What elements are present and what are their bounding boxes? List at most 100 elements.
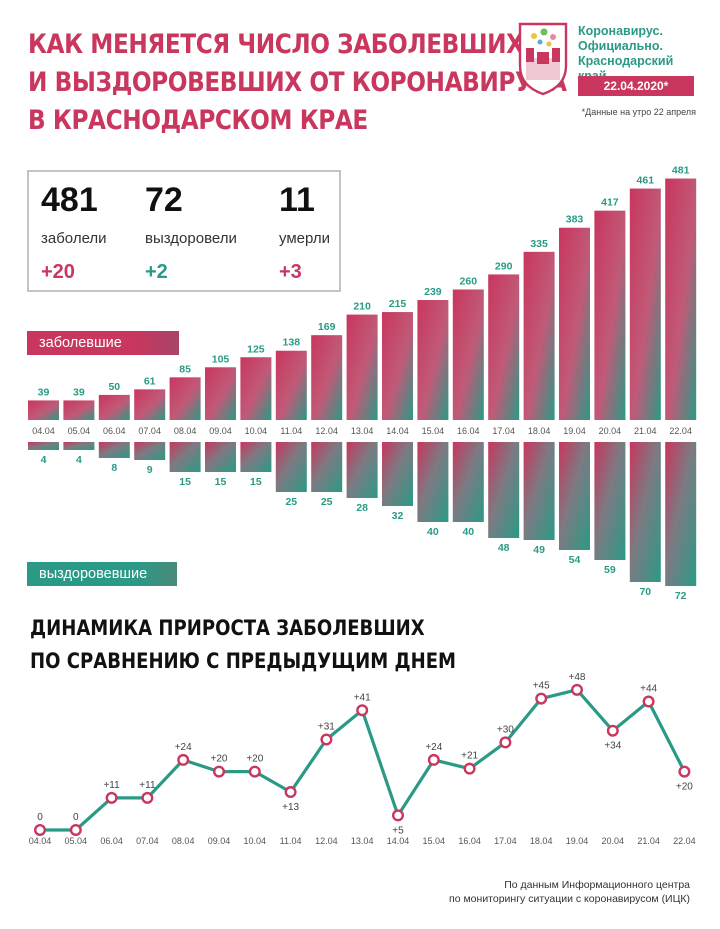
x-tick-label: 17.04 bbox=[492, 426, 515, 436]
bar-recovered-value: 59 bbox=[604, 564, 616, 576]
bar-recovered-value: 15 bbox=[250, 476, 262, 488]
bar-sick-value: 239 bbox=[424, 286, 442, 298]
bar-sick bbox=[205, 367, 236, 420]
data-point bbox=[535, 692, 548, 705]
x-tick-label: 09.04 bbox=[208, 836, 231, 846]
legend-recovered-pill: выздоровевшие bbox=[27, 562, 177, 586]
x-tick-label: 10.04 bbox=[244, 836, 267, 846]
bar-sick-value: 105 bbox=[212, 353, 230, 365]
bar-recovered-value: 70 bbox=[639, 586, 651, 598]
stat-label: выздоровели bbox=[145, 230, 237, 247]
bar-recovered-value: 28 bbox=[356, 502, 368, 514]
bar-recovered-value: 15 bbox=[215, 476, 227, 488]
bar-sick bbox=[452, 289, 484, 420]
bar-sick bbox=[488, 274, 520, 420]
bar-sick bbox=[134, 389, 166, 420]
bar-sick-value: 481 bbox=[672, 165, 690, 177]
bar-sick-value: 290 bbox=[495, 260, 513, 272]
cases-bar-chart: 39 04.04 4 39 05.04 4 50 06.04 8 61 07.04 9 85 08.04 1… bbox=[28, 165, 697, 600]
x-tick-label: 21.04 bbox=[637, 836, 660, 846]
bar-sick-value: 461 bbox=[637, 175, 655, 187]
stat-delta: +20 bbox=[41, 261, 75, 283]
bar-sick-value: 39 bbox=[73, 386, 85, 398]
bar-sick bbox=[523, 251, 555, 420]
source-line-1: По данным Информационного центра bbox=[504, 879, 690, 891]
x-tick-label: 06.04 bbox=[100, 836, 123, 846]
bar-recovered-value: 49 bbox=[533, 544, 545, 556]
bar-recovered bbox=[240, 442, 272, 472]
stat-delta: +3 bbox=[279, 261, 302, 283]
x-tick-label: 08.04 bbox=[174, 426, 197, 436]
bar-sick-value: 260 bbox=[460, 275, 478, 287]
data-label: +44 bbox=[640, 684, 657, 695]
legend-sick-pill: заболевшие bbox=[27, 331, 179, 355]
data-label: +45 bbox=[533, 681, 550, 692]
data-note: *Данные на утро 22 апреля bbox=[581, 107, 696, 117]
bar-recovered bbox=[346, 442, 378, 498]
bar-sick-value: 138 bbox=[283, 337, 301, 349]
x-tick-label: 15.04 bbox=[423, 836, 446, 846]
x-tick-label: 16.04 bbox=[457, 426, 480, 436]
data-label: +31 bbox=[318, 721, 335, 732]
data-label: +11 bbox=[103, 780, 120, 791]
x-tick-label: 13.04 bbox=[351, 426, 374, 436]
data-point bbox=[34, 824, 47, 837]
bar-sick bbox=[382, 312, 413, 420]
x-tick-label: 13.04 bbox=[351, 836, 374, 846]
page-title: КАК МЕНЯЕТСЯ ЧИСЛО ЗАБОЛЕВШИХ И ВЫЗДОРОВ… bbox=[28, 26, 567, 140]
title-line-3: В КРАСНОДАРСКОМ КРАЕ bbox=[28, 105, 368, 136]
x-tick-label: 22.04 bbox=[673, 836, 696, 846]
bar-recovered-value: 9 bbox=[147, 464, 153, 476]
x-tick-label: 19.04 bbox=[563, 426, 586, 436]
x-tick-label: 07.04 bbox=[138, 426, 161, 436]
x-tick-label: 12.04 bbox=[315, 836, 338, 846]
x-tick-label: 05.04 bbox=[65, 836, 88, 846]
bar-recovered bbox=[488, 442, 520, 538]
bar-sick-value: 335 bbox=[530, 238, 548, 250]
x-tick-label: 06.04 bbox=[103, 426, 126, 436]
x-tick-label: 11.04 bbox=[280, 836, 302, 846]
bar-sick bbox=[98, 394, 130, 420]
bar-recovered-value: 72 bbox=[675, 590, 687, 600]
data-label: +24 bbox=[425, 742, 442, 753]
data-point bbox=[356, 704, 369, 717]
x-tick-label: 15.04 bbox=[422, 426, 445, 436]
bar-sick bbox=[346, 314, 378, 420]
x-tick-label: 18.04 bbox=[528, 426, 551, 436]
data-label: +41 bbox=[354, 692, 371, 703]
data-label: +21 bbox=[461, 751, 478, 762]
line-chart-title: ДИНАМИКА ПРИРОСТА ЗАБОЛЕВШИХ ПО СРАВНЕНИ… bbox=[30, 612, 456, 678]
bar-recovered-value: 48 bbox=[498, 542, 510, 554]
data-point bbox=[678, 765, 691, 778]
x-tick-label: 11.04 bbox=[280, 426, 302, 436]
data-label: +20 bbox=[676, 782, 693, 793]
bar-recovered bbox=[169, 442, 201, 472]
data-label: +20 bbox=[211, 754, 228, 765]
bar-recovered-value: 4 bbox=[41, 454, 47, 466]
x-tick-label: 08.04 bbox=[172, 836, 195, 846]
bar-sick bbox=[629, 188, 661, 420]
x-tick-label: 18.04 bbox=[530, 836, 553, 846]
x-tick-label: 20.04 bbox=[599, 426, 622, 436]
bar-recovered bbox=[665, 442, 697, 586]
data-point bbox=[320, 733, 333, 746]
bar-recovered-value: 32 bbox=[392, 510, 404, 522]
x-tick-label: 12.04 bbox=[315, 426, 338, 436]
stat-label: заболели bbox=[41, 230, 107, 247]
date-badge: 22.04.2020* bbox=[578, 76, 694, 96]
bar-recovered-value: 4 bbox=[76, 454, 82, 466]
stat-deaths: 11 умерли +3 bbox=[279, 180, 330, 284]
bar-sick-value: 383 bbox=[566, 214, 584, 226]
title-line-2: И ВЫЗДОРОВЕВШИХ ОТ КОРОНАВИРУСА bbox=[28, 67, 567, 98]
bar-recovered bbox=[311, 442, 343, 492]
data-label: +30 bbox=[497, 724, 514, 735]
data-point bbox=[499, 736, 512, 749]
data-label: +24 bbox=[175, 742, 192, 753]
stats-box: 481 заболели +20 72 выздоровели +2 11 ум… bbox=[27, 170, 341, 292]
data-point bbox=[69, 824, 82, 837]
brand-block: Коронавирус. Официально. Краснодарский к… bbox=[516, 18, 696, 98]
bar-sick-value: 169 bbox=[318, 321, 336, 333]
title-line-1: КАК МЕНЯЕТСЯ ЧИСЛО ЗАБОЛЕВШИХ bbox=[28, 29, 524, 60]
stat-recovered: 72 выздоровели +2 bbox=[145, 180, 237, 284]
bar-sick bbox=[311, 335, 343, 420]
